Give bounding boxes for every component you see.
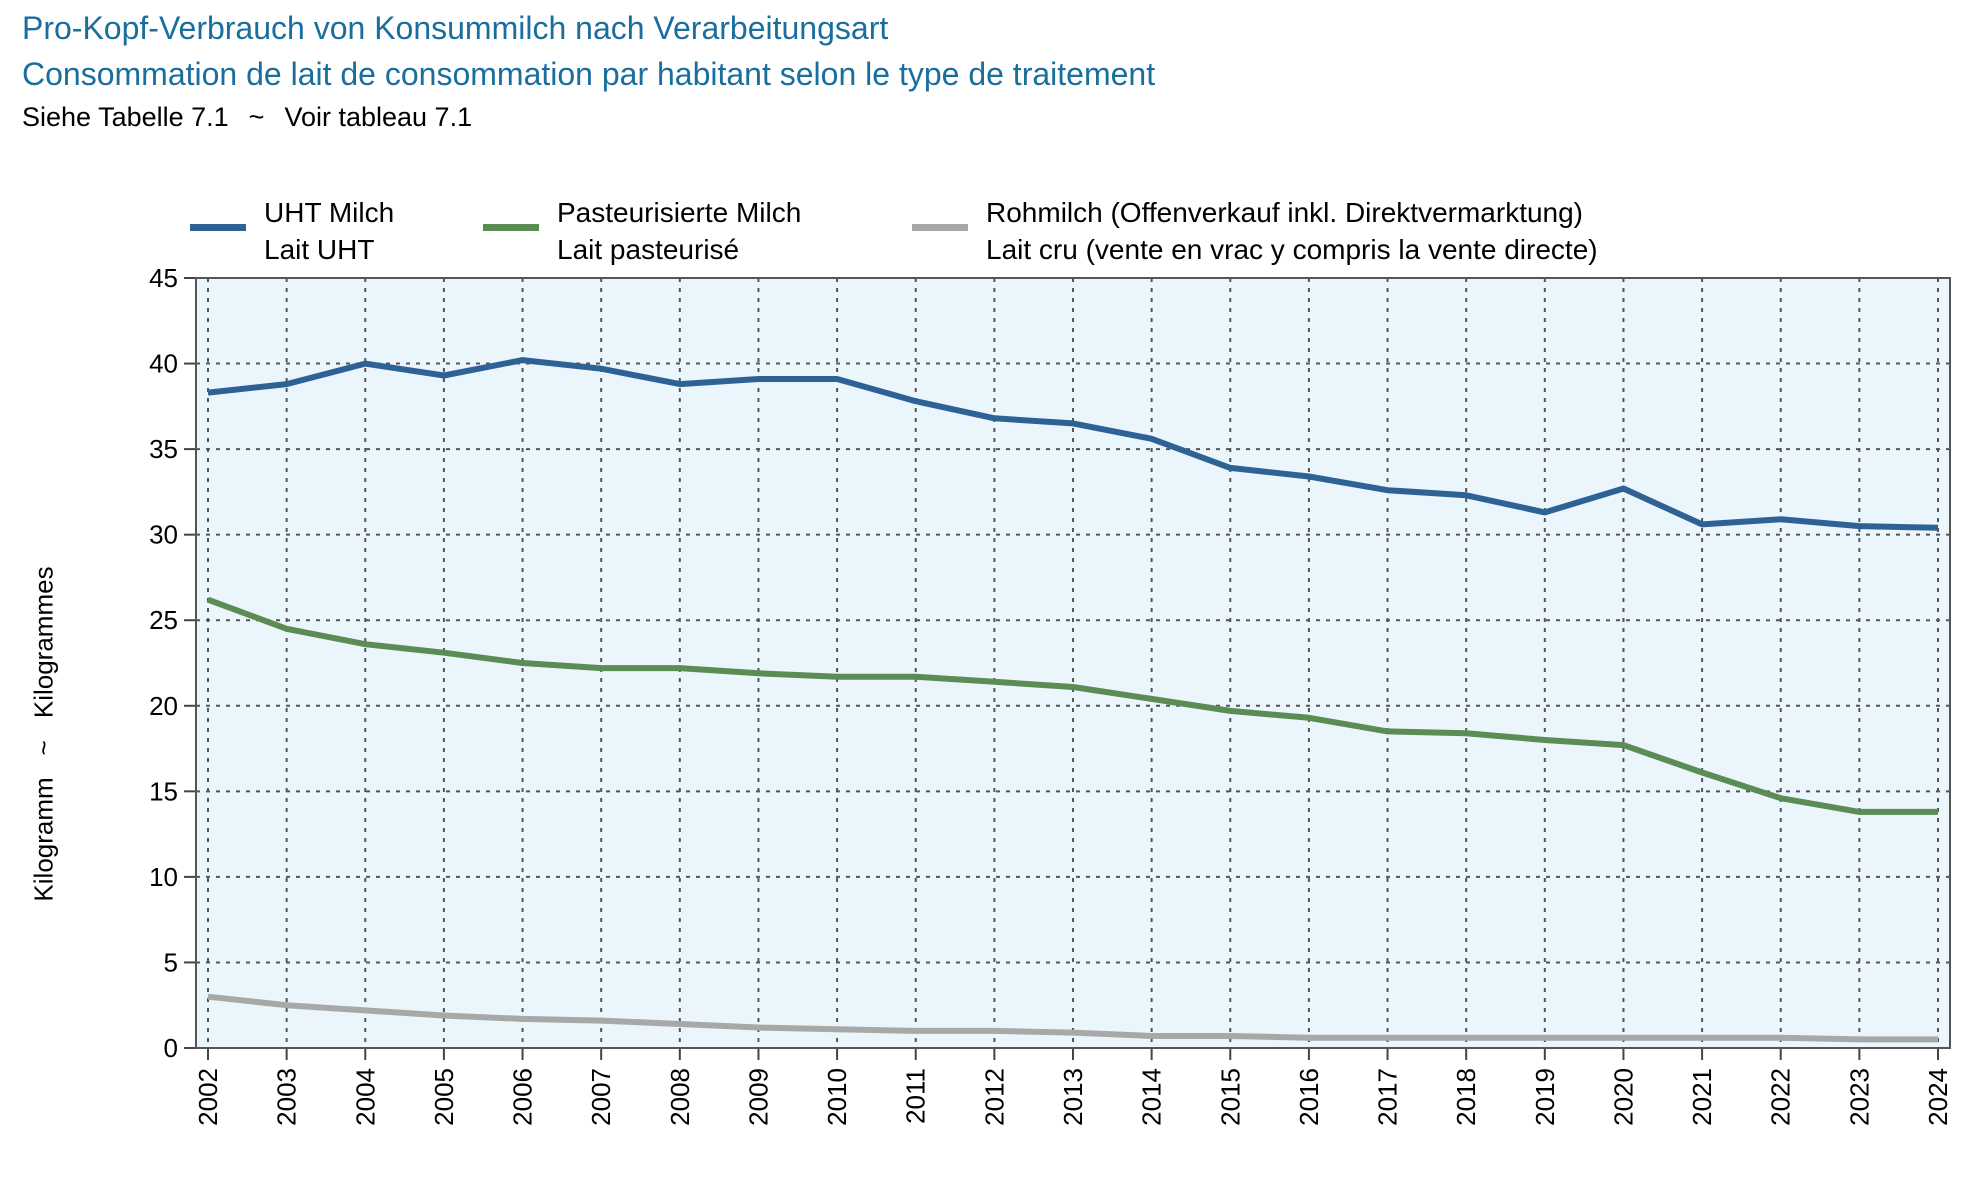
legend-label-uht: UHT Milch Lait UHT — [264, 194, 394, 268]
x-tick-label: 2010 — [822, 1068, 852, 1126]
x-tick-label: 2014 — [1137, 1068, 1167, 1126]
legend-label-raw: Rohmilch (Offenverkauf inkl. Direktverma… — [986, 194, 1598, 268]
y-tick-label: 45 — [149, 263, 178, 293]
y-tick-label: 25 — [149, 605, 178, 635]
y-tick-label: 40 — [149, 349, 178, 379]
legend-label-pasteurised-de: Pasteurisierte Milch — [557, 197, 802, 228]
chart-subtitle: Siehe Tabelle 7.1 ~ Voir tableau 7.1 — [22, 102, 472, 133]
x-tick-label: 2020 — [1608, 1068, 1638, 1126]
x-tick-label: 2016 — [1294, 1068, 1324, 1126]
x-tick-label: 2008 — [665, 1068, 695, 1126]
x-tick-label: 2018 — [1451, 1068, 1481, 1126]
x-tick-label: 2007 — [586, 1068, 616, 1126]
subtitle-separator: ~ — [248, 102, 265, 132]
legend-swatch-uht — [190, 224, 246, 231]
x-tick-label: 2015 — [1215, 1068, 1245, 1126]
series-line-raw — [207, 993, 1938, 1043]
x-tick-label: 2019 — [1530, 1068, 1560, 1126]
y-tick-label: 20 — [149, 691, 178, 721]
y-tick-label: 30 — [149, 520, 178, 550]
legend-label-raw-fr: Lait cru (vente en vrac y compris la ven… — [986, 234, 1598, 265]
x-tick-label: 2005 — [429, 1068, 459, 1126]
chart-title-french: Consommation de lait de consommation par… — [22, 56, 1156, 92]
plot-area — [196, 278, 1950, 1048]
legend-label-pasteurised-fr: Lait pasteurisé — [557, 234, 740, 265]
x-tick-label: 2022 — [1766, 1068, 1796, 1126]
x-tick-label: 2024 — [1923, 1068, 1953, 1126]
legend-swatch-pasteurised — [483, 224, 539, 231]
series-line-pasteurised — [206, 596, 1938, 815]
subtitle-german: Siehe Tabelle 7.1 — [22, 102, 229, 132]
y-tick-label: 10 — [149, 862, 178, 892]
x-tick-label: 2002 — [193, 1068, 223, 1126]
x-tick-label: 2009 — [743, 1068, 773, 1126]
x-tick-label: 2023 — [1844, 1068, 1874, 1126]
subtitle-french: Voir tableau 7.1 — [284, 102, 473, 132]
x-tick-label: 2017 — [1373, 1068, 1403, 1126]
legend-label-uht-fr: Lait UHT — [264, 234, 375, 265]
legend-label-raw-de: Rohmilch (Offenverkauf inkl. Direktverma… — [986, 197, 1584, 228]
x-tick-label: 2021 — [1687, 1068, 1717, 1126]
x-tick-label: 2013 — [1058, 1068, 1088, 1126]
series-line-uht — [207, 357, 1939, 531]
plot-frame — [195, 277, 1951, 1049]
y-tick-label: 15 — [149, 776, 178, 806]
x-tick-label: 2006 — [508, 1068, 538, 1126]
y-tick-label: 35 — [149, 434, 178, 464]
y-tick-label: 5 — [164, 947, 178, 977]
legend-label-uht-de: UHT Milch — [264, 197, 395, 228]
x-tick-label: 2012 — [979, 1068, 1009, 1126]
chart-title: Pro-Kopf-Verbrauch von Konsummilch nach … — [22, 10, 889, 46]
legend-swatch-raw — [912, 224, 968, 231]
x-tick-label: 2004 — [350, 1068, 380, 1126]
x-tick-label: 2011 — [901, 1068, 931, 1124]
x-tick-label: 2003 — [272, 1068, 302, 1126]
y-tick-label: 0 — [164, 1033, 178, 1063]
legend-label-pasteurised: Pasteurisierte Milch Lait pasteurisé — [557, 194, 801, 268]
